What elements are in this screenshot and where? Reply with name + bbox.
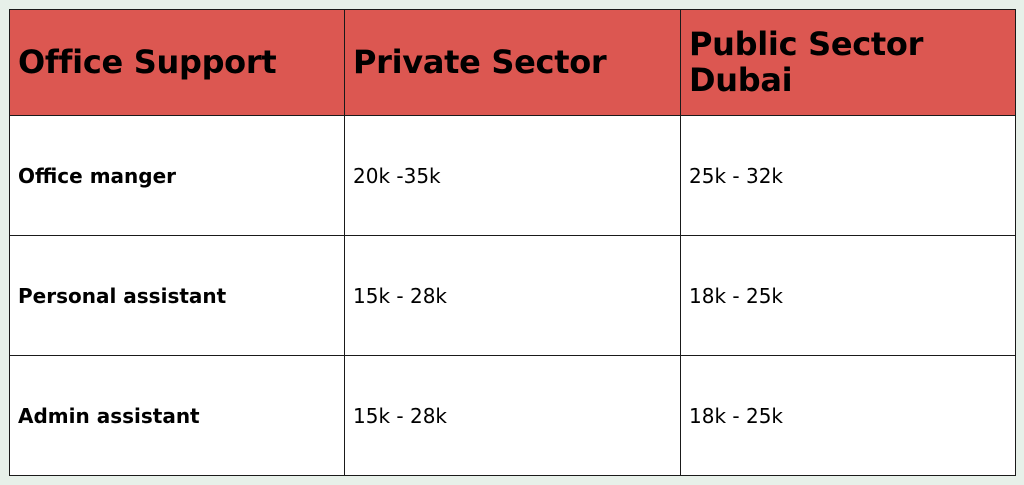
- salary-table-frame: Office Support Private Sector Public Sec…: [9, 9, 1016, 476]
- private-salary-cell: 20k -35k: [344, 115, 681, 236]
- header-public-sector-dubai: Public Sector Dubai: [680, 9, 1016, 116]
- table-row: Personal assistant 15k - 28k 18k - 25k: [9, 235, 1016, 356]
- public-salary-cell: 25k - 32k: [680, 115, 1016, 236]
- table-row: Office manger 20k -35k 25k - 32k: [9, 115, 1016, 236]
- public-salary-cell: 18k - 25k: [680, 355, 1016, 476]
- header-office-support: Office Support: [9, 9, 345, 116]
- header-row: Office Support Private Sector Public Sec…: [9, 9, 1016, 116]
- role-cell: Personal assistant: [9, 235, 345, 356]
- private-salary-cell: 15k - 28k: [344, 235, 681, 356]
- private-salary-cell: 15k - 28k: [344, 355, 681, 476]
- table-body: Office manger 20k -35k 25k - 32k Persona…: [9, 115, 1016, 476]
- role-cell: Office manger: [9, 115, 345, 236]
- table-header: Office Support Private Sector Public Sec…: [9, 9, 1016, 116]
- header-private-sector: Private Sector: [344, 9, 681, 116]
- role-cell: Admin assistant: [9, 355, 345, 476]
- salary-table: Office Support Private Sector Public Sec…: [9, 9, 1016, 476]
- table-row: Admin assistant 15k - 28k 18k - 25k: [9, 355, 1016, 476]
- public-salary-cell: 18k - 25k: [680, 235, 1016, 356]
